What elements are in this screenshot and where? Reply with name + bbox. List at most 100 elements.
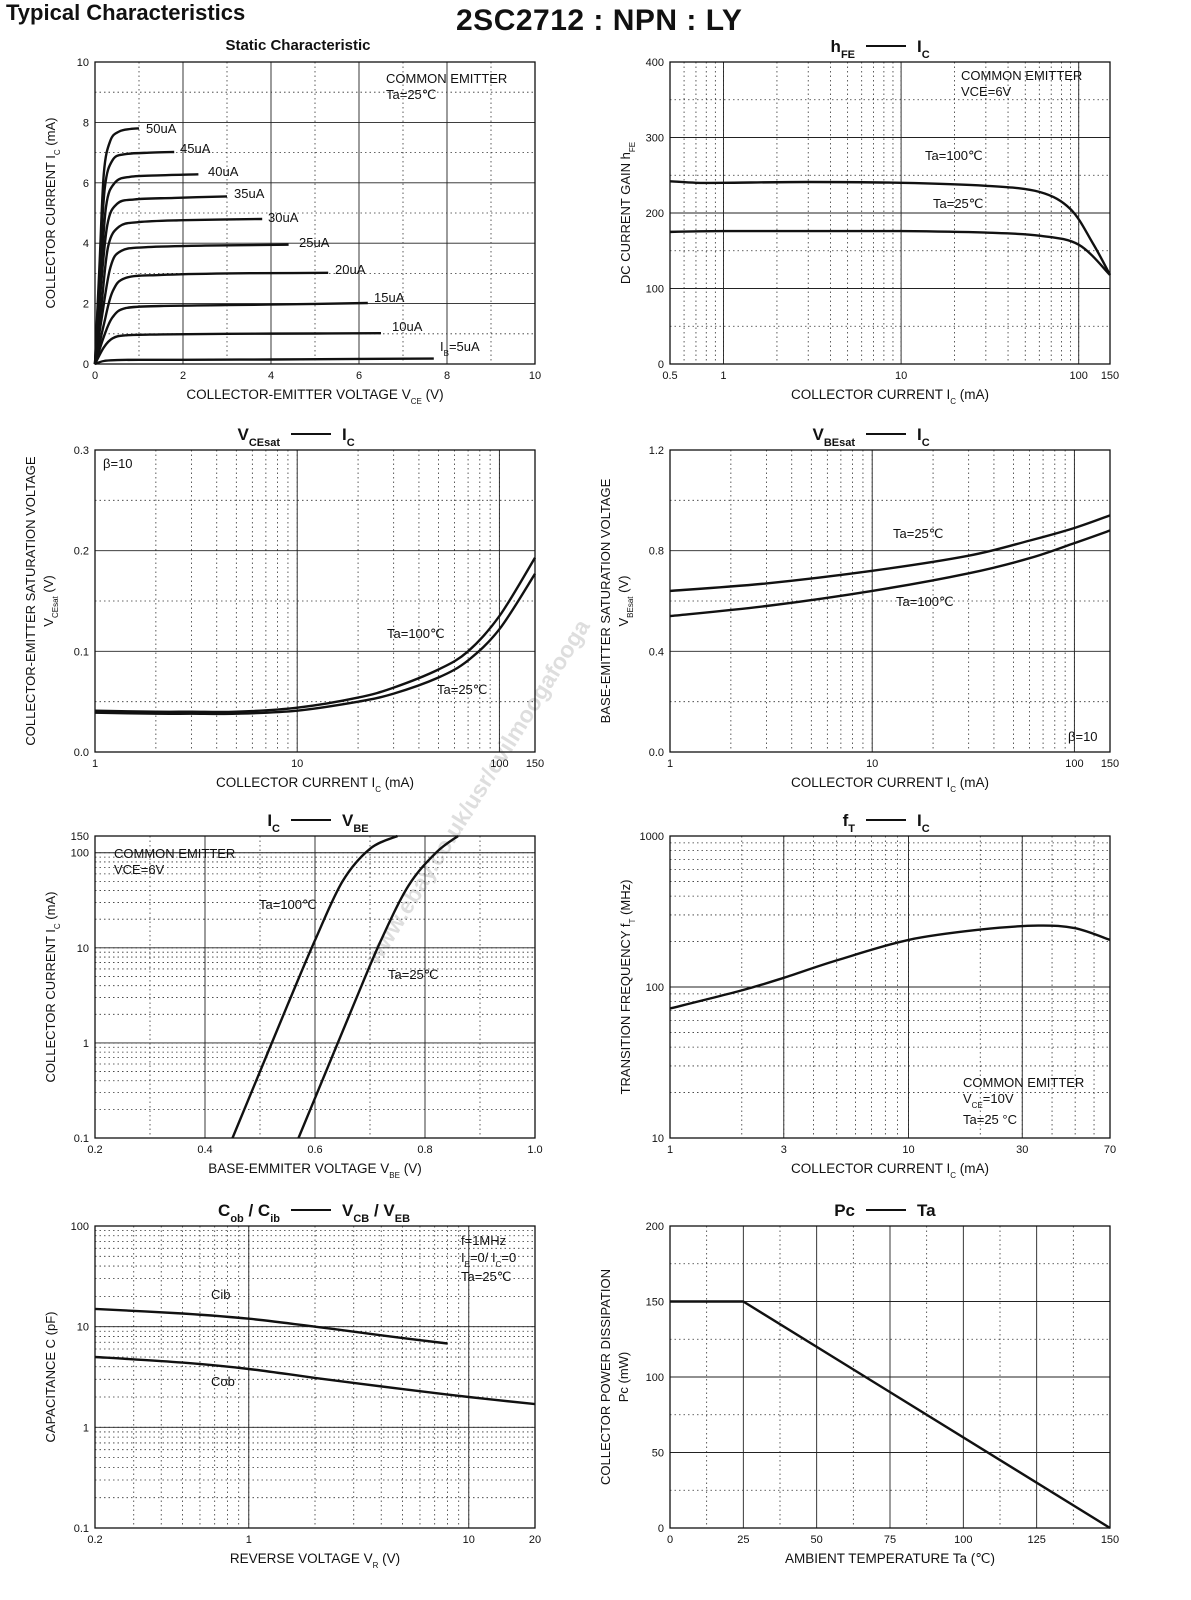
chart-annotation: IE=0/ IC=0 — [461, 1250, 516, 1269]
plot-frame — [94, 1225, 536, 1529]
y-tick-label: 0.1 — [74, 646, 89, 658]
y-axis-label: COLLECTOR CURRENT IC (mA) — [43, 892, 62, 1083]
x-tick-label: 10 — [291, 758, 303, 770]
series-line-1 — [94, 1355, 536, 1406]
y-tick-label: 1 — [83, 1422, 89, 1434]
plot-frame — [94, 449, 536, 753]
chart-annotation: COMMON EMITTER — [961, 68, 1082, 83]
x-tick-label: 1 — [667, 758, 673, 770]
series-label: 50uA — [146, 121, 177, 136]
chart-annotation: VCE=10V — [963, 1091, 1014, 1110]
x-tick-label: 125 — [1027, 1534, 1045, 1546]
series-line-4 — [93, 243, 289, 365]
y-tick-label: 200 — [646, 1221, 664, 1233]
y-tick-label: 0.3 — [74, 445, 89, 457]
series-label: IB=5uA — [440, 339, 480, 358]
x-axis-label: COLLECTOR-EMITTER VOLTAGE VCE (V) — [186, 387, 443, 406]
x-tick-label: 150 — [1101, 758, 1119, 770]
series-label: Ta=100℃ — [259, 897, 317, 912]
y-tick-label: 6 — [83, 178, 89, 190]
grid-minor — [670, 450, 1110, 752]
grid-minor — [95, 62, 535, 364]
series-label: Ta=100℃ — [387, 626, 445, 641]
series-label: 20uA — [335, 262, 366, 277]
x-tick-label: 0.6 — [307, 1144, 322, 1156]
x-axis-label: REVERSE VOLTAGE VR (V) — [230, 1551, 400, 1570]
chart-title: Pc — [834, 1201, 855, 1220]
x-tick-label: 0.5 — [662, 370, 677, 382]
x-axis-label: COLLECTOR CURRENT IC (mA) — [216, 775, 414, 794]
chart-hfe: 0.5 1 10 100 150 0 100 200 300 400 COLLECTOR CURRE… — [618, 37, 1119, 406]
series-line-0 — [94, 357, 434, 366]
series-line-1 — [94, 573, 537, 716]
chart-vcesat: 1 10 100 150 0.0 0.1 0.2 0.3 COLLECTOR CURRENT I… — [23, 425, 544, 794]
chart-annotation: β=10 — [103, 456, 133, 471]
series-label: 35uA — [234, 186, 265, 201]
chart-title: IC — [917, 425, 930, 449]
y-tick-label: 0 — [658, 1523, 664, 1535]
x-tick-label: 10 — [463, 1534, 475, 1546]
series-label: Ta=100℃ — [896, 594, 954, 609]
series-line-0 — [94, 557, 537, 714]
chart-title: Static Characteristic — [225, 37, 370, 54]
page-title: Typical Characteristics — [6, 0, 246, 25]
x-tick-label: 25 — [737, 1534, 749, 1546]
y-tick-label: 0.0 — [649, 747, 664, 759]
x-tick-label: 0.4 — [197, 1144, 212, 1156]
x-tick-label: 100 — [1065, 758, 1083, 770]
series-label: Ta=25℃ — [388, 967, 438, 982]
chart-ft: 1 3 10 30 70 10 100 1000 COLLECTOR CURRENT IC (m… — [618, 811, 1116, 1180]
chart-title: IC — [267, 811, 280, 835]
series-line-0 — [94, 1307, 448, 1345]
y-axis-label: BASE-EMITTER SATURATION VOLTAGE — [598, 478, 613, 723]
y-tick-label: 10 — [77, 1322, 89, 1334]
y-tick-label: 10 — [77, 943, 89, 955]
series-label: Ta=25℃ — [893, 526, 943, 541]
plot-frame — [94, 835, 536, 1139]
chart-title: IC — [917, 811, 930, 835]
y-tick-label: 100 — [646, 982, 664, 994]
grid-minor — [95, 836, 535, 1138]
grid-major — [669, 61, 1111, 365]
x-tick-label: 150 — [1101, 370, 1119, 382]
x-tick-label: 0.2 — [87, 1144, 102, 1156]
series-line-1 — [93, 332, 382, 365]
y-tick-label: 100 — [646, 1372, 664, 1384]
chart-annotation: VCE=6V — [114, 862, 165, 877]
chart-title: VCB / VEB — [342, 1201, 410, 1225]
series-line-0 — [670, 1300, 1111, 1530]
series-label: Cob — [211, 1374, 235, 1389]
series-label: 25uA — [299, 235, 330, 250]
x-axis-label: AMBIENT TEMPERATURE Ta (℃) — [785, 1551, 995, 1566]
chart-title: VBE — [342, 811, 369, 835]
series-line-5 — [93, 217, 263, 365]
x-tick-label: 0.8 — [417, 1144, 432, 1156]
plot-frame — [669, 1225, 1111, 1529]
x-tick-label: 100 — [490, 758, 508, 770]
chart-annotation: COMMON EMITTER — [963, 1075, 1084, 1090]
series-line-1 — [297, 835, 459, 1139]
y-tick-label: 8 — [83, 117, 89, 129]
chart-annotation: Ta=25℃ — [461, 1269, 511, 1284]
y-tick-label: 0.1 — [74, 1523, 89, 1535]
x-tick-label: 10 — [895, 370, 907, 382]
chart-cap: 0.2 1 10 20 0.1 1 10 100 REVERSE VOLTAGE VR (V) C… — [43, 1201, 541, 1570]
y-tick-label: 10 — [652, 1133, 664, 1145]
x-tick-label: 1.0 — [527, 1144, 542, 1156]
chart-annotation: β=10 — [1068, 729, 1098, 744]
x-tick-label: 50 — [811, 1534, 823, 1546]
x-axis-label: COLLECTOR CURRENT IC (mA) — [791, 1161, 989, 1180]
series-line-0 — [669, 924, 1111, 1010]
y-axis-label: CAPACITANCE C (pF) — [43, 1312, 58, 1443]
series-line-3 — [93, 271, 329, 365]
y-tick-label: 0 — [658, 359, 664, 371]
series-label: Ta=25℃ — [437, 682, 487, 697]
y-axis-label: DC CURRENT GAIN hFE — [618, 142, 637, 284]
chart-pc: 0 25 50 75 100 125 150 0 50 100 150 200 AMBIENT TEMP… — [598, 1201, 1119, 1566]
y-tick-label: 2 — [83, 299, 89, 311]
y-tick-label: 100 — [646, 284, 664, 296]
chart-annotation: VCE=6V — [961, 84, 1012, 99]
x-tick-label: 8 — [444, 370, 450, 382]
x-tick-label: 30 — [1016, 1144, 1028, 1156]
